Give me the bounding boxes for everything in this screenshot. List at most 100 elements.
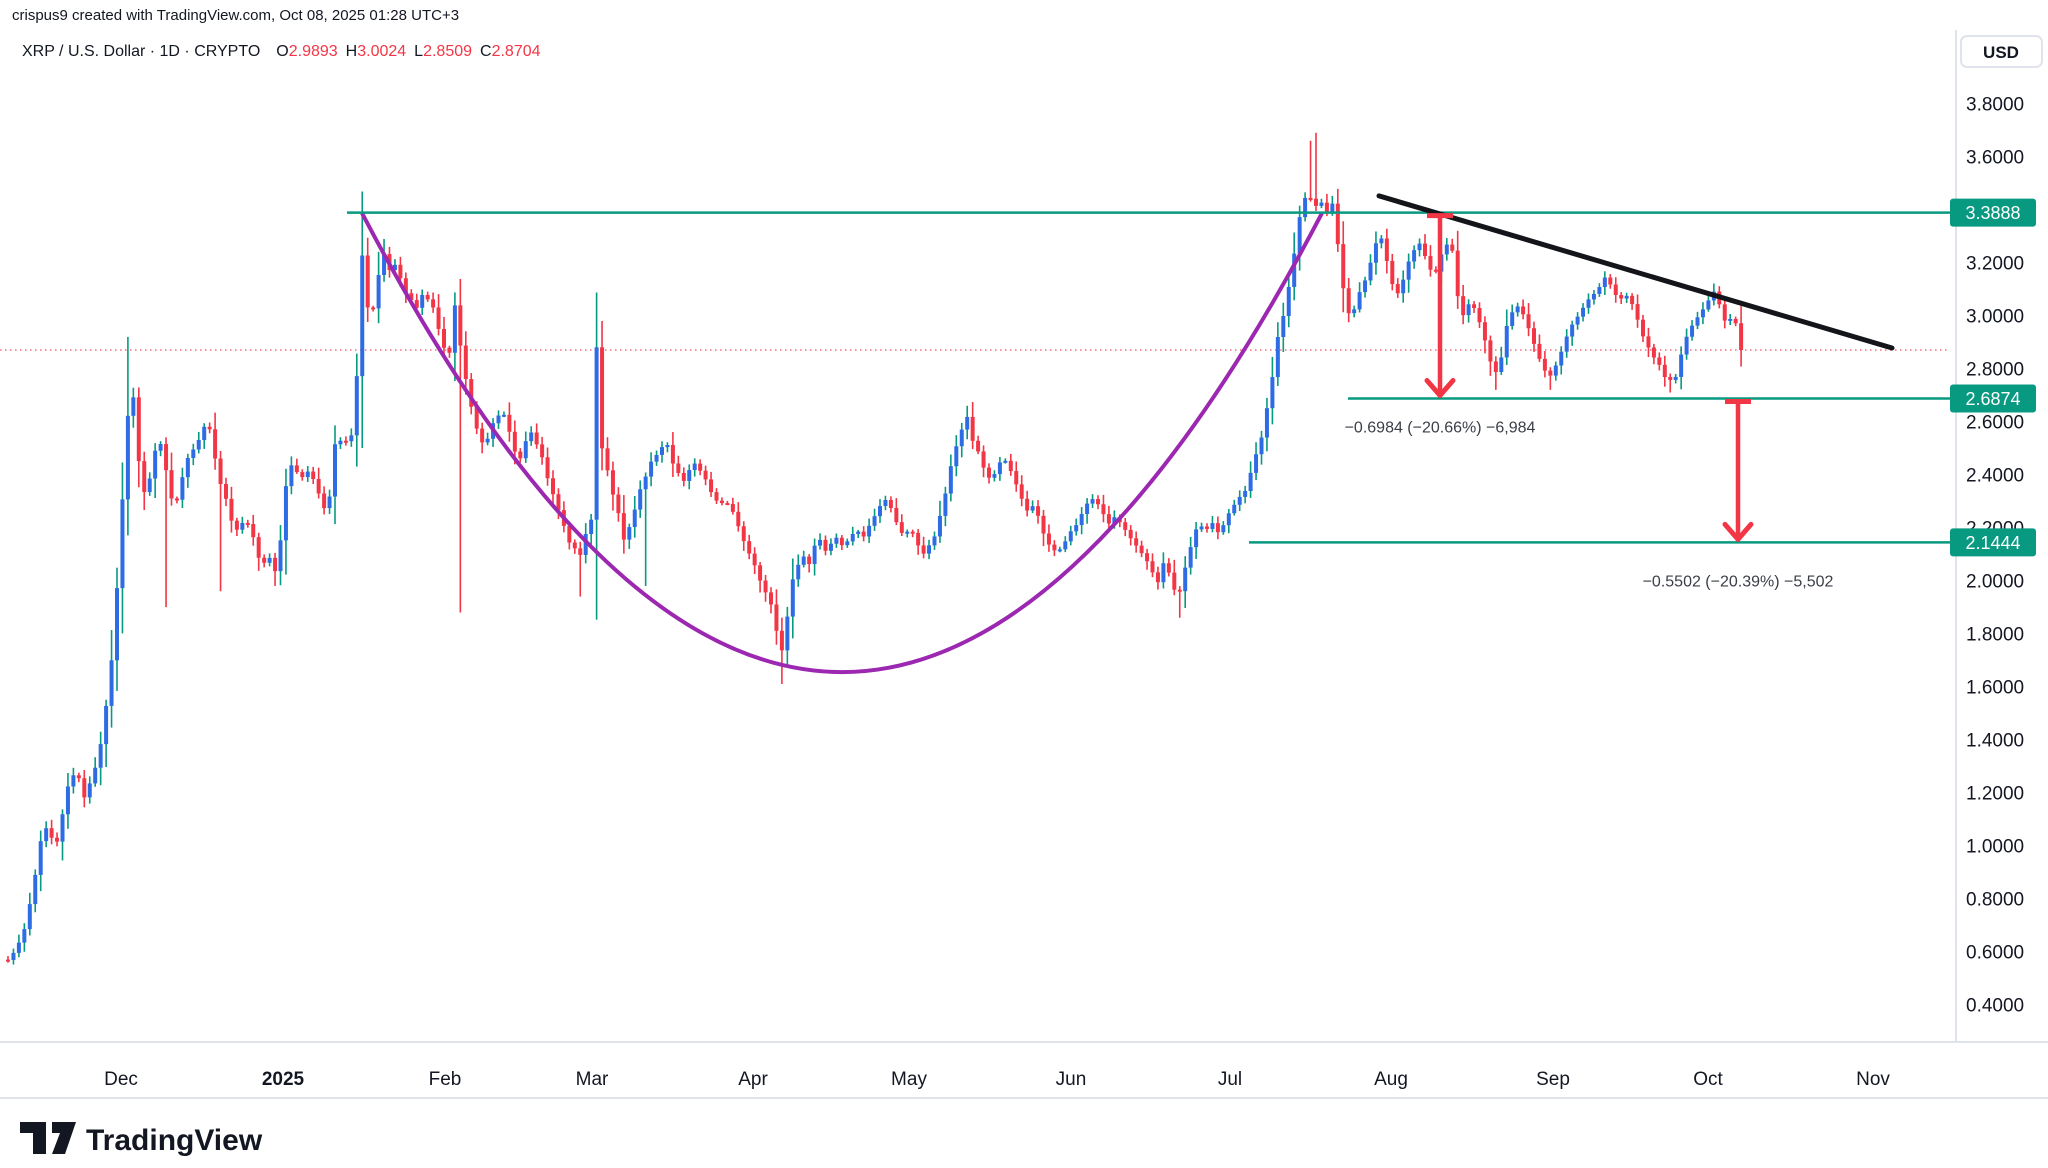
candle-body [1330, 203, 1335, 213]
candle-body [125, 415, 130, 500]
candle-body [229, 498, 234, 521]
price-tick-2.0000: 2.0000 [1966, 572, 2024, 593]
candle-body [414, 300, 419, 308]
candle-body [818, 539, 823, 546]
candle-body [725, 503, 730, 506]
price-tick-0.8000: 0.8000 [1966, 890, 2024, 911]
candle-body [523, 441, 528, 459]
candle-body [834, 537, 839, 544]
candle-body [436, 307, 441, 329]
candle-body [654, 454, 659, 462]
candle-body [1395, 284, 1400, 294]
candle-body [1608, 277, 1613, 285]
candle-body [1619, 295, 1624, 299]
plot-area[interactable] [0, 132, 1950, 965]
currency-label: USD [1983, 43, 2019, 62]
candle-body [905, 531, 910, 534]
price-tick-2.8000: 2.8000 [1966, 360, 2024, 381]
measurement-arrow-2[interactable] [1722, 398, 1754, 542]
candle-body [1008, 460, 1013, 472]
cup-and-handle-curve[interactable] [360, 212, 1324, 675]
candle-body [485, 438, 490, 443]
candle-body [425, 294, 430, 300]
candles-layer [6, 132, 1744, 965]
candle-body [594, 347, 599, 520]
candle-body [1014, 471, 1019, 485]
candle-body [850, 534, 855, 542]
candle-body [1428, 256, 1433, 270]
candle-body [714, 492, 719, 501]
candle-body [681, 472, 686, 481]
candle-body [409, 293, 414, 301]
candle-body [1281, 316, 1286, 337]
time-axis[interactable]: Dec 2025 Feb Mar Apr May Jun Jul Aug Sep Oct Nov [104, 1069, 1890, 1090]
candle-body [774, 604, 779, 631]
candle-body [218, 458, 223, 485]
candle-body [632, 509, 637, 528]
candle-body [959, 429, 964, 447]
candle-body [1510, 312, 1515, 326]
candle-body [267, 557, 272, 563]
candle-body [1401, 279, 1406, 294]
candle-body [1537, 343, 1542, 359]
candle-body [169, 470, 174, 499]
symbol-info[interactable]: XRP / U.S. Dollar · 1D · CRYPTO O2.9893 … [22, 43, 541, 60]
candle-body [1243, 490, 1248, 497]
candle-body [1651, 347, 1656, 358]
descending-trendline[interactable] [1376, 193, 1895, 351]
candle-body [583, 534, 588, 555]
candle-body [534, 432, 539, 445]
candle-body [300, 472, 305, 478]
candle-body [442, 328, 446, 348]
candle-body [1226, 513, 1231, 526]
candle-body [687, 470, 692, 481]
candle-body [551, 478, 555, 495]
measurement-arrow-1[interactable] [1424, 213, 1456, 398]
candle-body [1166, 563, 1171, 573]
candle-body [1673, 376, 1678, 380]
measurement-label-2[interactable]: −0.5502 (−20.39%) −5,502 [1643, 573, 1834, 590]
candle-body [1286, 286, 1291, 317]
candle-body [469, 379, 474, 407]
candle-body [1341, 244, 1346, 289]
candle-body [1150, 561, 1155, 573]
candle-body [627, 527, 632, 540]
candle-body [1041, 515, 1046, 534]
candle-body [224, 484, 228, 499]
candle-body [867, 525, 872, 537]
candle-body [643, 476, 648, 490]
candle-body [572, 542, 577, 549]
candle-body [937, 515, 942, 537]
candle-body [1254, 454, 1259, 473]
candle-body [1646, 336, 1651, 348]
candle-body [196, 439, 201, 450]
candle-body [1172, 572, 1177, 590]
candle-body [610, 470, 615, 495]
candle-body [1728, 318, 1733, 321]
candle-body [948, 466, 953, 494]
candle-body [1188, 547, 1193, 568]
candle-body [828, 543, 833, 551]
candle-body [589, 519, 594, 535]
measurement-label-1[interactable]: −0.6984 (−20.66%) −6,984 [1345, 419, 1536, 436]
candle-body [1662, 364, 1667, 378]
candle-body [1613, 284, 1618, 296]
candle-body [1581, 307, 1586, 317]
candle-body [796, 564, 801, 580]
tradingview-logo[interactable]: TradingView [20, 1122, 263, 1157]
currency-button[interactable]: USD [1960, 35, 2043, 68]
candle-body [496, 415, 501, 424]
price-tick-0.6000: 0.6000 [1966, 943, 2024, 964]
candle-body [382, 254, 387, 276]
candle-body [861, 531, 866, 537]
candle-body [529, 432, 534, 442]
candle-body [741, 526, 746, 542]
candle-body [910, 531, 915, 534]
candle-body [605, 448, 610, 471]
candle-body [927, 545, 932, 554]
candle-body [1259, 437, 1264, 455]
candle-body [1232, 504, 1237, 514]
candle-body [458, 305, 463, 346]
candle-body [142, 461, 147, 493]
candle-body [1412, 250, 1417, 262]
